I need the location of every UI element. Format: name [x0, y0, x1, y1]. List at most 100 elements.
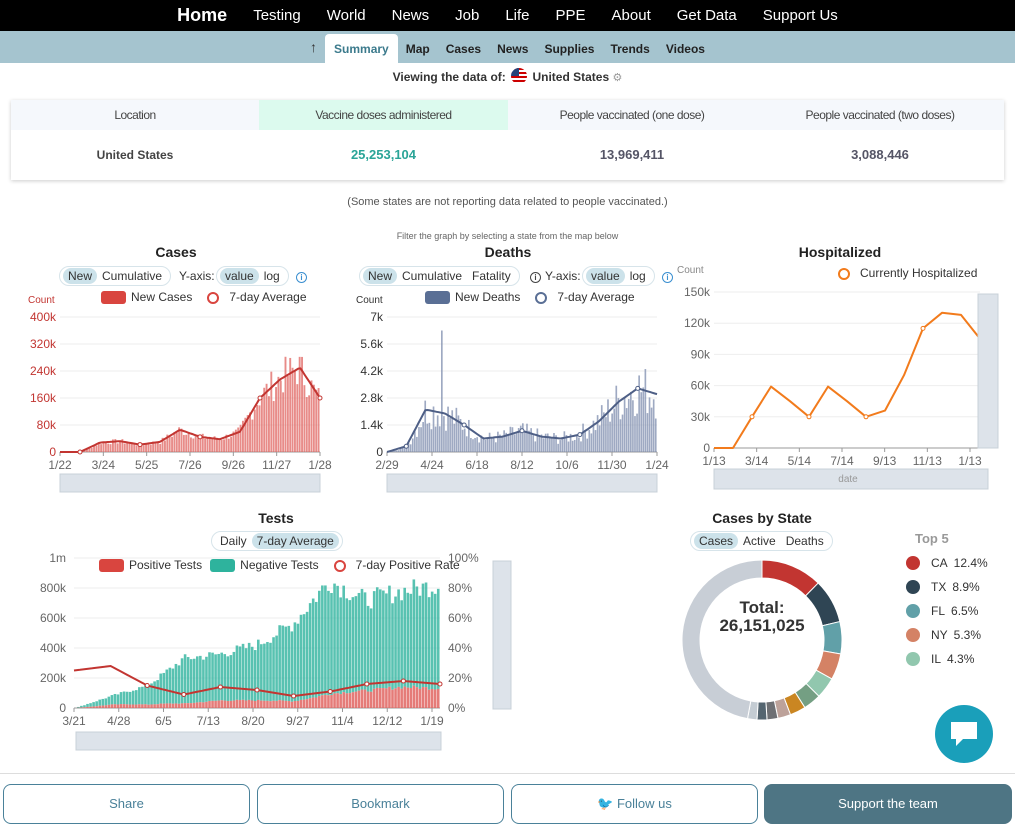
cases-new-toggle[interactable]: New — [63, 268, 98, 284]
nav-home[interactable]: Home — [177, 5, 228, 25]
deaths-log-toggle[interactable]: log — [629, 269, 646, 283]
negative-bar — [433, 593, 437, 690]
deaths-new-toggle[interactable]: New — [363, 268, 398, 284]
bar — [192, 438, 195, 452]
nav-get-data[interactable]: Get Data — [676, 7, 737, 24]
negative-bar — [436, 588, 440, 689]
top5-item[interactable]: TX 8.9% — [906, 575, 988, 599]
bookmark-button[interactable]: Bookmark — [257, 784, 504, 824]
negative-bar — [269, 642, 272, 702]
y-tick-label: 120k — [684, 316, 711, 330]
header-doses[interactable]: Vaccine doses administered — [259, 100, 508, 130]
header-one-dose[interactable]: People vaccinated (one dose) — [508, 100, 756, 130]
header-two-doses[interactable]: People vaccinated (two doses) — [756, 100, 1004, 130]
viewing-country[interactable]: United States — [532, 70, 610, 84]
share-button[interactable]: Share — [3, 784, 250, 824]
deaths-cumulative-toggle[interactable]: Cumulative — [402, 269, 463, 283]
chat-button[interactable] — [935, 705, 993, 763]
cell-two-doses: 3,088,446 — [851, 147, 909, 162]
bar — [112, 439, 114, 452]
legend-positive[interactable]: Positive Tests — [129, 558, 203, 572]
positive-bar — [196, 702, 199, 708]
twitter-icon: 🐦 — [597, 796, 614, 811]
positive-bar — [412, 685, 416, 708]
info-icon[interactable]: i — [293, 269, 307, 283]
nav-job[interactable]: Job — [455, 7, 480, 24]
tab-cases[interactable]: Cases — [445, 42, 482, 56]
cases-cumulative-toggle[interactable]: Cumulative — [102, 269, 163, 283]
negative-bar — [290, 631, 294, 702]
positive-bar — [394, 688, 397, 708]
legend-cases-avg[interactable]: 7-day Average — [229, 290, 307, 304]
legend-dot-icon — [906, 652, 920, 666]
avg-point — [403, 443, 409, 449]
follow-button[interactable]: 🐦 Follow us — [511, 784, 758, 824]
tab-map[interactable]: Map — [405, 42, 430, 56]
deaths-info-icon[interactable]: i — [527, 269, 541, 283]
x-tick-label: 1/19 — [420, 714, 444, 728]
tab-videos[interactable]: Videos — [665, 42, 705, 56]
bar — [93, 445, 95, 452]
nav-world[interactable]: World — [326, 7, 366, 24]
legend-dot-icon — [906, 580, 920, 594]
nav-about[interactable]: About — [611, 7, 651, 24]
bar — [424, 400, 427, 452]
support-button[interactable]: Support the team — [764, 784, 1012, 824]
legend-deaths-avg[interactable]: 7-day Average — [557, 290, 635, 304]
nav-news[interactable]: News — [391, 7, 430, 24]
positive-bar — [324, 694, 327, 708]
zoom-slider — [75, 731, 442, 751]
top5-item[interactable]: NY 5.3% — [906, 623, 988, 647]
nav-ppe[interactable]: PPE — [555, 7, 586, 24]
tab-summary[interactable]: Summary — [325, 34, 398, 63]
legend-negative[interactable]: Negative Tests — [240, 558, 319, 572]
negative-bar — [168, 667, 172, 704]
legend-hosp[interactable]: Currently Hospitalized — [860, 266, 978, 280]
legend-rate[interactable]: 7-day Positive Rate — [355, 558, 460, 572]
x-tick-label: 9/13 — [873, 454, 897, 468]
nav-support-us[interactable]: Support Us — [762, 7, 838, 24]
nav-testing[interactable]: Testing — [253, 7, 301, 24]
tests-avg-toggle[interactable]: 7-day Average — [251, 533, 339, 549]
tab-news[interactable]: News — [497, 42, 529, 56]
x-axis-name: date — [838, 474, 858, 485]
negative-bar — [391, 603, 394, 690]
deaths-fatality-toggle[interactable]: Fatality — [472, 269, 511, 283]
top5-item[interactable]: IL 4.3% — [906, 647, 988, 671]
cases-value-toggle[interactable]: value — [220, 268, 259, 284]
bar — [482, 439, 485, 452]
arrow-up-icon[interactable]: ↑ — [310, 39, 318, 55]
deaths-value-toggle[interactable]: value — [586, 268, 625, 284]
nav-life[interactable]: Life — [505, 7, 530, 24]
cases-chart: 0 80k 160k 240k 320k 400k 1/22 3/24 5/25 7/26 9/26… — [30, 310, 332, 493]
negative-bar — [220, 652, 223, 701]
state-cases-toggle[interactable]: Cases — [694, 533, 739, 549]
tab-trends[interactable]: Trends — [610, 42, 650, 56]
bar — [268, 396, 270, 452]
bar — [201, 433, 204, 452]
gear-icon[interactable]: ⚙ — [612, 72, 623, 84]
positive-bar — [244, 700, 248, 708]
positive-bar — [342, 692, 345, 708]
legend-new-deaths[interactable]: New Deaths — [455, 290, 521, 304]
tests-daily-toggle[interactable]: Daily — [220, 534, 247, 548]
y-tick-label: 320k — [30, 337, 57, 351]
legend-new-cases[interactable]: New Cases — [131, 290, 193, 304]
positive-bar — [253, 700, 257, 708]
tab-supplies[interactable]: Supplies — [544, 42, 595, 56]
deaths-chart: 0 1.4k 2.8k 4.2k 5.6k 7k 2/29 4/24 6/18 8/12 10/6 1… — [360, 310, 669, 493]
info-icon[interactable]: i — [659, 269, 673, 283]
state-deaths-toggle[interactable]: Deaths — [785, 534, 824, 548]
negative-bar — [275, 635, 278, 701]
state-active-toggle[interactable]: Active — [743, 534, 776, 548]
y-tick-label: 30k — [691, 410, 711, 424]
bar — [476, 437, 478, 452]
top5-item[interactable]: FL 6.5% — [906, 599, 988, 623]
bar — [530, 428, 532, 452]
bar — [627, 399, 630, 452]
cases-log-toggle[interactable]: log — [263, 269, 280, 283]
positive-bar — [421, 687, 425, 708]
bar — [230, 436, 233, 452]
bar — [407, 443, 410, 452]
top5-item[interactable]: CA 12.4% — [906, 551, 988, 575]
